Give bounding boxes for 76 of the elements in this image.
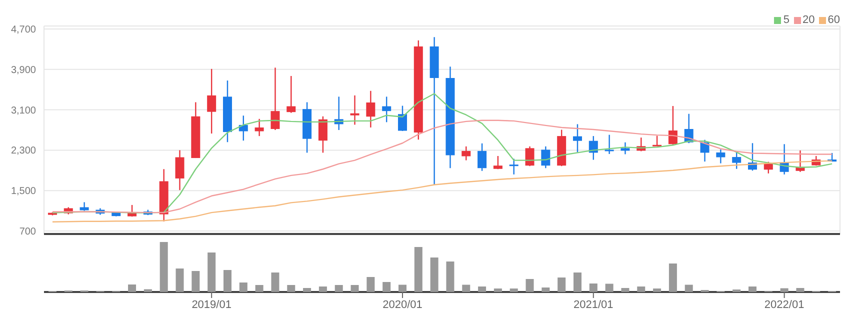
bar [414, 247, 422, 292]
y-tick-label: 3,100 [10, 105, 36, 116]
bar [668, 264, 677, 292]
x-tick-label: 2021/01 [574, 298, 614, 311]
bar [176, 268, 184, 292]
bar [605, 284, 614, 292]
x-tick-label: 2020/01 [382, 298, 422, 311]
candlestick [764, 161, 773, 174]
bar [478, 286, 486, 292]
bar [208, 252, 216, 292]
candlestick [462, 146, 471, 161]
candlestick [604, 134, 614, 155]
legend-label: 60 [826, 14, 840, 26]
candlestick [732, 151, 742, 170]
y-tick-label: 1,500 [10, 186, 36, 198]
bar [192, 271, 200, 292]
bar [223, 270, 232, 292]
bar [366, 277, 375, 292]
candlestick [350, 94, 360, 126]
bar [382, 282, 391, 292]
bar [271, 272, 280, 292]
bar [350, 285, 359, 292]
bar [398, 284, 406, 292]
candlestick [382, 96, 392, 123]
y-tick-label: 700 [19, 226, 36, 238]
x-tick-label: 2019/01 [192, 298, 232, 311]
bar [748, 286, 756, 292]
candlestick [207, 68, 216, 134]
bar [526, 279, 534, 292]
candlestick [318, 116, 328, 154]
candlestick [509, 158, 518, 176]
bar [287, 285, 296, 292]
y-tick-label: 2,300 [10, 146, 36, 157]
bar [573, 272, 582, 292]
legend-label: 20 [802, 14, 815, 26]
candlestick [716, 148, 726, 164]
bar [144, 289, 152, 292]
bar [334, 285, 343, 292]
bar [558, 278, 566, 292]
candlestick [478, 142, 487, 172]
bar [542, 288, 550, 292]
candlestick [493, 155, 502, 170]
bar [239, 282, 248, 292]
candlestick [541, 146, 550, 169]
bar [160, 242, 168, 292]
bar [462, 284, 470, 292]
bar [303, 288, 312, 292]
bar [128, 284, 136, 292]
candlestick [286, 75, 296, 114]
legend-label: 5 [782, 14, 790, 26]
bar [430, 258, 438, 292]
y-tick-label: 4,700 [10, 24, 36, 36]
candlestick [175, 150, 184, 191]
bar [637, 286, 646, 292]
bar [318, 286, 327, 292]
candlestick [668, 105, 678, 145]
bar [589, 284, 598, 292]
bar [494, 288, 502, 292]
bar [446, 262, 454, 292]
candlestick [620, 142, 630, 155]
bar [684, 284, 693, 292]
x-tick-label: 2022/01 [764, 298, 804, 311]
candlestick [254, 118, 264, 137]
candlestick [366, 90, 376, 128]
bar [510, 288, 518, 292]
candlestick [270, 67, 280, 131]
candlestick [238, 115, 248, 142]
candlestick [572, 124, 582, 153]
candlestick [525, 146, 534, 167]
bar [255, 285, 264, 292]
bar [653, 288, 662, 292]
bar [796, 288, 804, 292]
y-tick-label: 3,900 [10, 64, 36, 76]
bar [621, 288, 630, 292]
bar [780, 288, 788, 292]
candlestick [652, 135, 662, 147]
